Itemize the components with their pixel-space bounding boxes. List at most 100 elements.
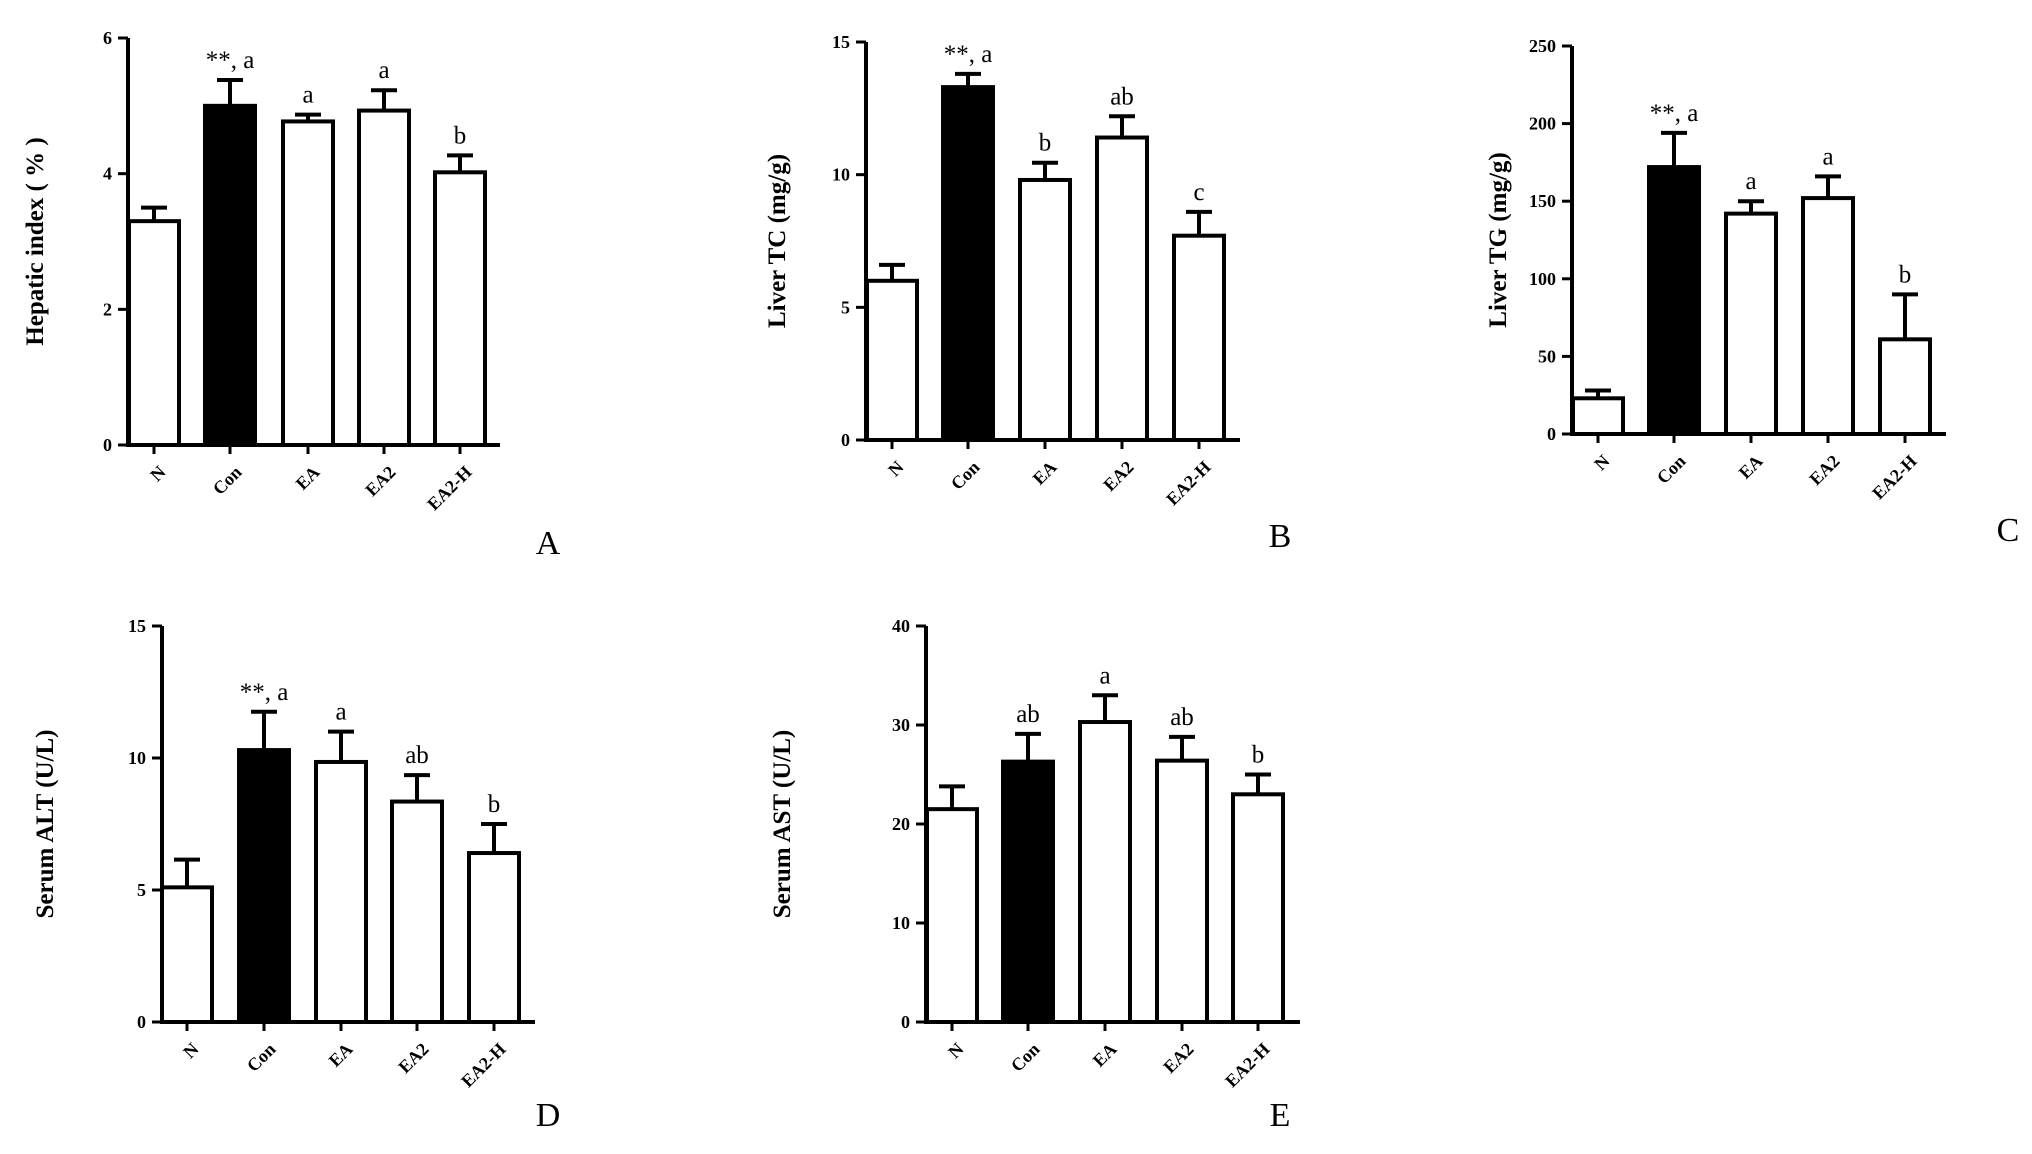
annotation-d-ea2: ab <box>405 742 429 769</box>
y-tick-label-b: 5 <box>841 297 850 317</box>
y-tick-label-c: 150 <box>1529 191 1556 211</box>
y-tick-label-a: 2 <box>103 299 112 319</box>
y-axis-label-c: Liver TG (mg/g) <box>1485 152 1512 327</box>
panel-letter-a: A <box>536 525 561 562</box>
error-bar-e-n <box>939 784 965 810</box>
y-tick-label-e: 20 <box>892 814 910 834</box>
annotation-e-ea: a <box>1099 662 1110 689</box>
error-bar-e-ea2 <box>1169 734 1195 761</box>
bar-e-ea <box>1078 720 1132 1025</box>
y-axis-label-b: Liver TC (mg/g) <box>764 154 791 328</box>
error-bar-a-n <box>141 205 167 222</box>
x-tick-label-d-n: N <box>179 1039 202 1062</box>
annotation-a-ea2: a <box>378 57 389 84</box>
x-tick-label-c-ea2: EA2 <box>1805 451 1843 489</box>
error-bar-b-con <box>955 71 981 88</box>
y-tick-label-c: 200 <box>1529 114 1556 134</box>
x-tick-label-d-ea2-h: EA2-H <box>457 1039 509 1091</box>
y-tick-label-a: 0 <box>103 435 112 455</box>
error-bar-c-ea2-h <box>1892 292 1918 340</box>
y-tick-label-d: 5 <box>137 880 146 900</box>
error-bar-a-ea <box>295 112 321 122</box>
x-tick-label-b-n: N <box>884 457 907 480</box>
x-tick-label-a-con: Con <box>209 462 246 499</box>
annotation-c-ea2-h: b <box>1899 261 1912 288</box>
bar-c-ea <box>1724 211 1778 436</box>
bar-d-con <box>237 748 291 1025</box>
y-tick-label-d: 10 <box>128 748 146 768</box>
x-tick-label-d-con: Con <box>243 1039 280 1076</box>
annotation-e-con: ab <box>1016 701 1040 728</box>
y-tick-label-c: 0 <box>1547 424 1556 444</box>
y-tick-label-b: 0 <box>841 430 850 450</box>
panel-letter-c: C <box>1997 512 2020 549</box>
bar-e-con <box>1001 759 1055 1024</box>
error-bar-a-con <box>217 78 243 106</box>
bar-b-ea2 <box>1095 135 1149 443</box>
bar-d-ea2-h <box>467 851 521 1024</box>
panel-d: N **, a Con a EA ab EA2 b EA2-H 0 5 10 15 Serum ALT (… <box>32 616 560 1134</box>
error-bar-b-n <box>879 262 905 281</box>
annotation-b-ea2-h: c <box>1193 179 1204 206</box>
x-tick-label-d-ea2: EA2 <box>394 1039 432 1077</box>
error-bar-d-ea2 <box>404 773 430 802</box>
x-tick-label-b-ea: EA <box>1029 457 1061 489</box>
x-tick-label-c-n: N <box>1590 451 1613 474</box>
y-tick-label-c: 50 <box>1538 346 1556 366</box>
x-tick-label-b-con: Con <box>947 457 984 494</box>
error-bar-c-ea2 <box>1815 174 1841 199</box>
y-tick-label-d: 15 <box>128 616 146 636</box>
bar-e-n <box>925 807 979 1025</box>
panel-c: N **, a Con a EA a EA2 b EA2-H 0 50 100 150 200 250 Liv… <box>1485 36 2019 549</box>
panel-letter-b: B <box>1269 518 1292 555</box>
error-bar-a-ea2-h <box>447 153 473 173</box>
annotation-b-con: **, a <box>944 41 993 68</box>
x-tick-label-c-con: Con <box>1653 451 1690 488</box>
bar-b-con <box>941 85 995 443</box>
bar-e-ea2 <box>1155 758 1209 1024</box>
error-bar-c-n <box>1585 388 1611 399</box>
y-axis-label-d: Serum ALT (U/L) <box>32 730 59 919</box>
annotation-d-ea2-h: b <box>488 791 501 818</box>
y-tick-label-c: 100 <box>1529 269 1556 289</box>
x-tick-label-c-ea: EA <box>1735 451 1767 483</box>
annotation-b-ea2: ab <box>1110 83 1134 110</box>
annotation-b-ea: b <box>1039 130 1052 157</box>
error-bar-c-ea <box>1738 199 1764 214</box>
error-bar-b-ea2 <box>1109 114 1135 138</box>
y-tick-label-a: 6 <box>103 28 112 48</box>
x-tick-label-a-ea: EA <box>292 462 324 494</box>
x-tick-label-b-ea2-h: EA2-H <box>1162 457 1214 509</box>
x-tick-label-c-ea2-h: EA2-H <box>1868 451 1920 503</box>
bar-a-ea2-h <box>433 170 487 447</box>
y-tick-label-e: 30 <box>892 715 910 735</box>
error-bar-b-ea <box>1032 160 1058 180</box>
bar-c-n <box>1571 396 1625 436</box>
bar-a-n <box>127 219 181 447</box>
annotation-a-con: **, a <box>206 47 255 74</box>
error-bar-d-n <box>174 857 200 888</box>
x-tick-label-b-ea2: EA2 <box>1099 457 1137 495</box>
error-bar-d-ea2-h <box>481 822 507 854</box>
y-tick-label-d: 0 <box>137 1012 146 1032</box>
error-bar-b-ea2-h <box>1186 209 1212 236</box>
x-tick-label-a-n: N <box>146 462 169 485</box>
y-tick-label-a: 4 <box>103 164 112 184</box>
panel-letter-e: E <box>1270 1097 1291 1134</box>
annotation-a-ea2-h: b <box>454 122 467 149</box>
y-tick-label-b: 15 <box>832 32 850 52</box>
y-axis-label-a: Hepatic index ( % ) <box>22 137 49 345</box>
panel-letter-d: D <box>536 1097 561 1134</box>
bar-d-n <box>160 885 214 1024</box>
error-bar-d-ea <box>328 729 354 762</box>
bar-c-con <box>1647 165 1701 436</box>
error-bar-d-con <box>251 709 277 751</box>
annotation-c-ea: a <box>1745 168 1756 195</box>
annotation-a-ea: a <box>302 82 313 109</box>
bar-d-ea2 <box>390 799 444 1024</box>
y-tick-label-e: 10 <box>892 913 910 933</box>
annotation-d-con: **, a <box>240 679 289 706</box>
error-bar-e-ea <box>1092 693 1118 723</box>
y-tick-label-c: 250 <box>1529 36 1556 56</box>
bar-b-n <box>865 278 919 442</box>
